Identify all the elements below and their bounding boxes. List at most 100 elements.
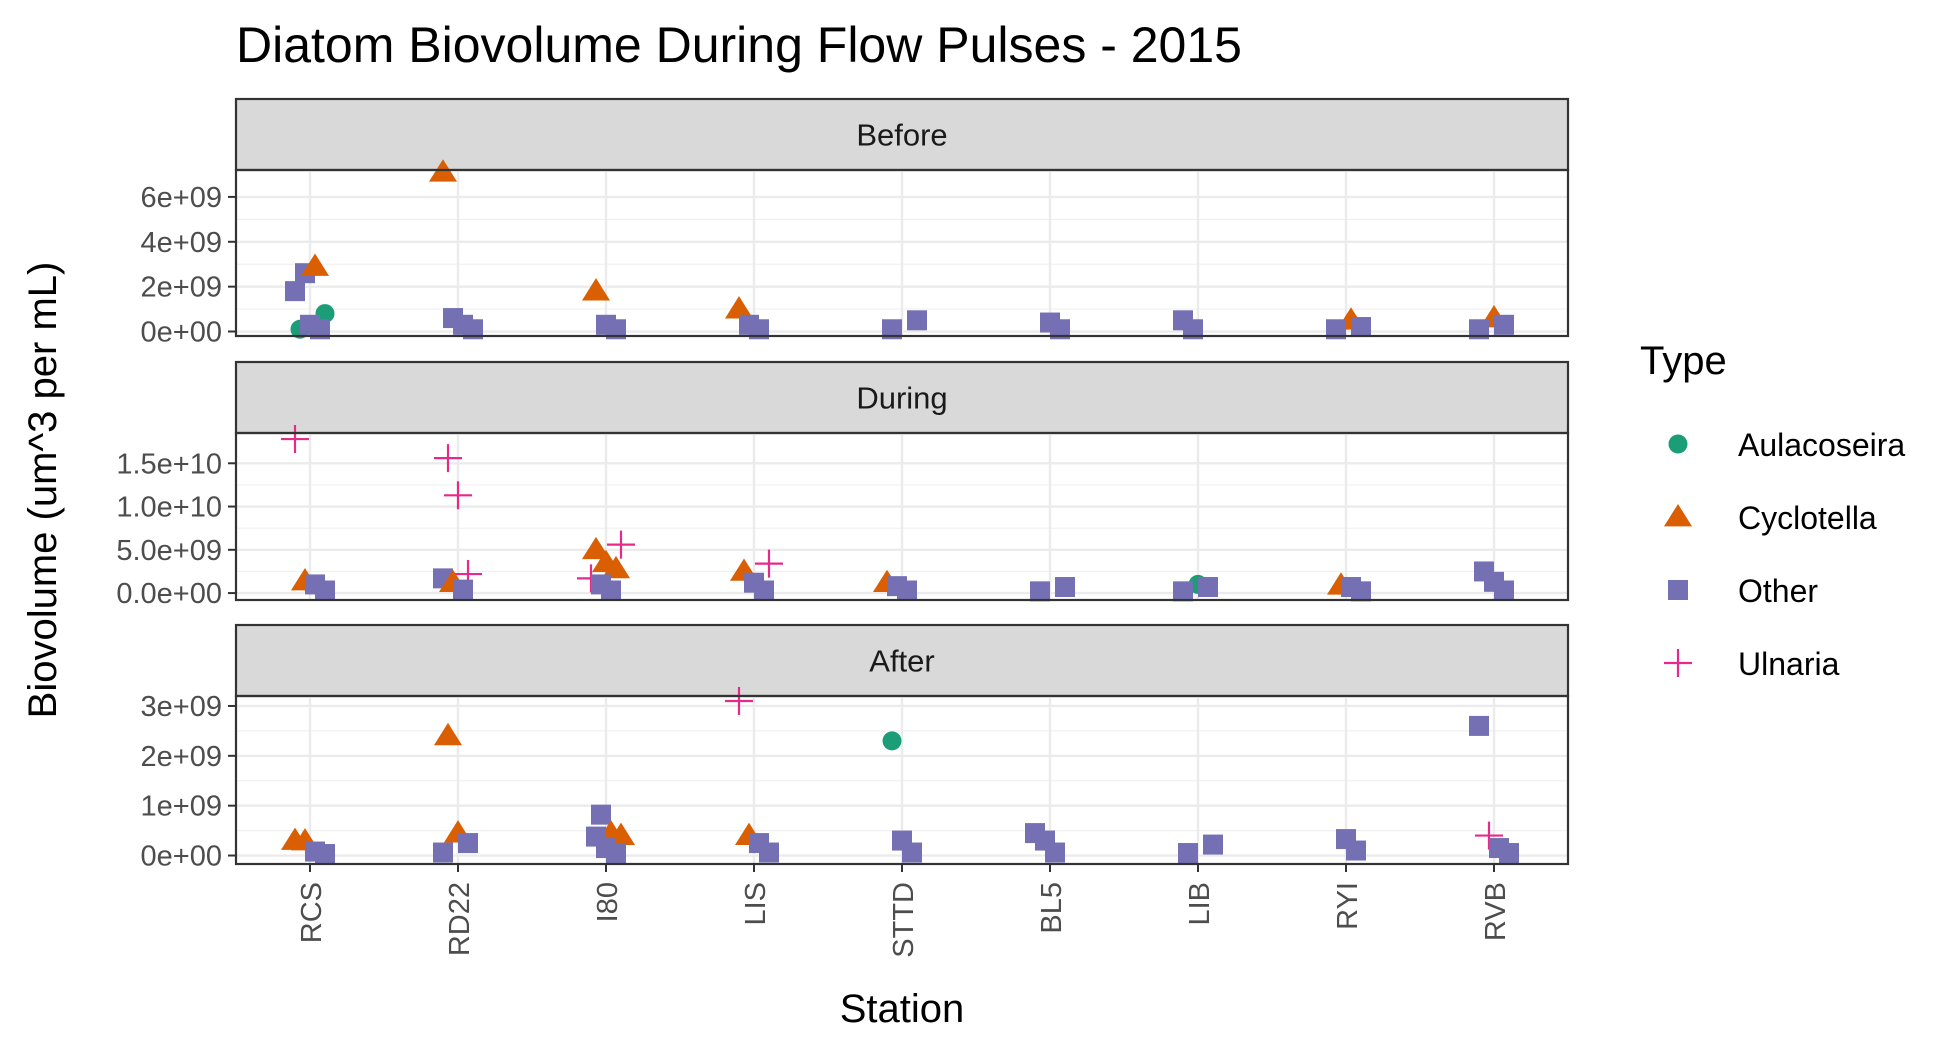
data-point: [581, 278, 611, 301]
legend-key-plus: [1664, 649, 1692, 677]
data-point: [1178, 843, 1198, 864]
y-tick-label: 0e+00: [141, 841, 222, 873]
data-point: [1494, 580, 1514, 601]
data-point: [1499, 843, 1519, 864]
facet-strip: [234, 360, 1570, 435]
data-point: [1183, 319, 1203, 340]
data-point: [1173, 581, 1193, 602]
legend-entry-other: Other: [1668, 573, 1818, 609]
legend-key-square: [1668, 580, 1688, 600]
y-tick-label: 2e+09: [141, 741, 222, 773]
y-tick-label: 1.0e+10: [116, 492, 222, 524]
data-point: [601, 555, 631, 579]
data-point: [1469, 319, 1489, 340]
y-tick-label: 1.5e+10: [116, 448, 222, 480]
data-point: [1346, 840, 1366, 861]
data-point: [1326, 319, 1346, 340]
legend-label: Cyclotella: [1738, 500, 1877, 536]
x-tick-label: RCS: [296, 882, 328, 943]
legend-label: Other: [1738, 573, 1818, 609]
x-tick-label: LIS: [740, 882, 772, 926]
legend: Type Aulacoseira Cyclotella Other Ulnaria: [1640, 339, 1905, 682]
x-tick-label: RD22: [444, 882, 476, 956]
data-point: [458, 833, 478, 854]
data-point: [897, 580, 917, 601]
data-point: [749, 319, 769, 340]
facet-strip: [234, 97, 1570, 172]
data-point: [281, 425, 309, 454]
data-point: [434, 444, 462, 473]
data-point: [315, 304, 335, 324]
data-point: [882, 731, 902, 751]
data-point: [453, 579, 473, 600]
data-point: [882, 319, 902, 340]
data-point: [1198, 577, 1218, 598]
y-tick-label: 4e+09: [141, 227, 222, 259]
data-point: [1203, 834, 1223, 855]
facet-strip-label: During: [856, 381, 947, 416]
data-point: [754, 580, 774, 601]
data-point: [463, 319, 483, 340]
facet-panel-during: During 0.0e+00 5.0e+09 1.0e+10 1.5e+10: [116, 360, 1570, 610]
data-point: [759, 842, 779, 863]
data-point: [315, 844, 335, 865]
x-axis-title: Station: [840, 987, 965, 1031]
data-point: [725, 686, 753, 715]
legend-title: Type: [1640, 339, 1727, 383]
y-tick-label: 3e+09: [141, 691, 222, 723]
y-tick-label: 5.0e+09: [116, 535, 222, 567]
data-point: [606, 319, 626, 340]
facet-panel-before: Before 0e+00 2e+09 4e+09 6e+09: [141, 97, 1570, 349]
data-point: [902, 842, 922, 863]
data-point: [433, 842, 453, 863]
x-tick-label: BL5: [1036, 882, 1068, 934]
data-point: [607, 530, 635, 559]
legend-entry-cyclotella: Cyclotella: [1663, 500, 1877, 536]
y-tick-label: 6e+09: [141, 182, 222, 214]
data-point: [907, 310, 927, 331]
facet-panel-after: After 0e+00 1e+09 2e+09 3e+09 RCS RD22 I80 LIS ST…: [141, 623, 1570, 958]
data-point: [300, 253, 330, 276]
data-point: [1494, 314, 1514, 335]
data-point: [444, 481, 472, 510]
legend-key-circle: [1668, 434, 1688, 454]
x-tick-label: I80: [592, 882, 624, 922]
data-point: [310, 319, 330, 340]
data-point: [1050, 319, 1070, 340]
y-tick-label: 0e+00: [141, 317, 222, 349]
x-tick-label: RVB: [1480, 882, 1512, 941]
data-point: [581, 536, 611, 560]
facet-strip: [234, 623, 1570, 698]
data-point: [1351, 581, 1371, 602]
data-point: [755, 549, 783, 578]
legend-label: Ulnaria: [1738, 646, 1840, 682]
y-axis-title: Biovolume (um^3 per mL): [21, 262, 65, 719]
legend-entry-aulacoseira: Aulacoseira: [1668, 427, 1905, 463]
legend-entry-ulnaria: Ulnaria: [1664, 646, 1840, 682]
y-tick-label: 2e+09: [141, 272, 222, 304]
data-point: [601, 580, 621, 601]
data-point: [433, 722, 463, 746]
chart-title: Diatom Biovolume During Flow Pulses - 20…: [236, 17, 1242, 73]
data-point: [724, 296, 754, 319]
data-point: [1351, 317, 1371, 338]
legend-label: Aulacoseira: [1738, 427, 1905, 463]
x-tick-label: STTD: [888, 882, 920, 958]
data-point: [606, 843, 626, 864]
facet-strip-label: Before: [856, 118, 947, 153]
data-point: [285, 281, 305, 302]
y-tick-label: 0.0e+00: [116, 578, 222, 610]
data-point: [1045, 842, 1065, 863]
data-point: [1469, 715, 1489, 736]
facet-strip-label: After: [869, 644, 934, 679]
panel-border: [234, 431, 1570, 602]
y-tick-label: 1e+09: [141, 791, 222, 823]
legend-key-triangle: [1663, 504, 1693, 527]
x-tick-label: RYI: [1332, 882, 1364, 930]
panels-layer: Before 0e+00 2e+09 4e+09 6e+09 During 0.0e+00 5…: [116, 97, 1570, 958]
data-point: [1055, 577, 1075, 598]
data-point: [1030, 581, 1050, 602]
x-tick-label: LIB: [1184, 882, 1216, 926]
